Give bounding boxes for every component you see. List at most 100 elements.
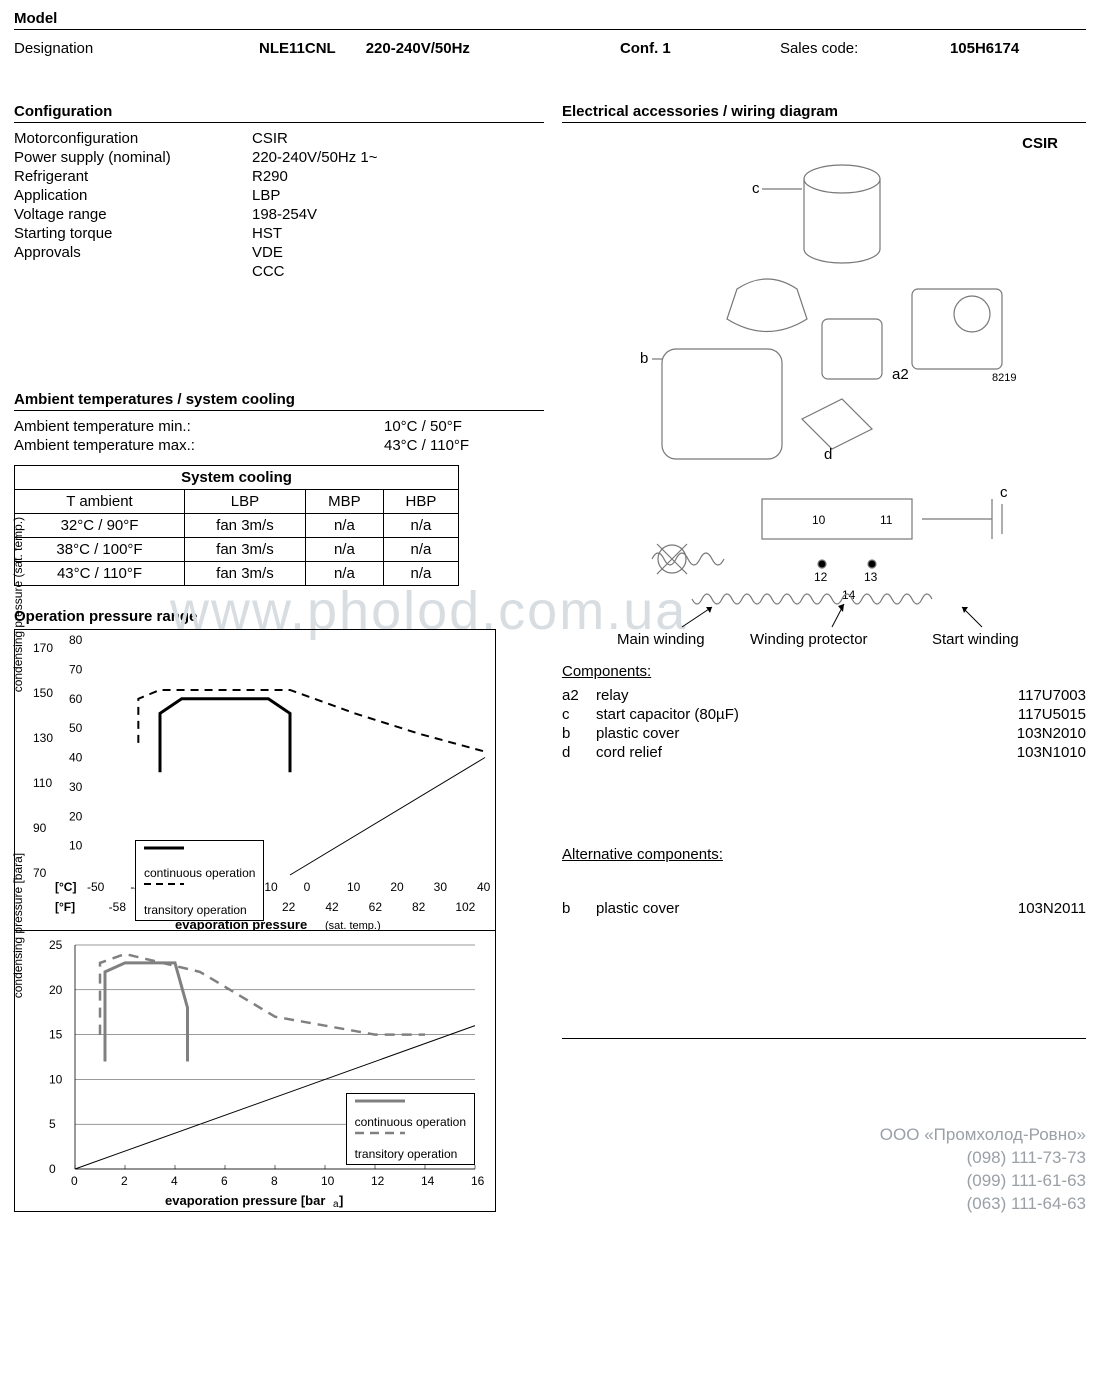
svg-text:0: 0 [49,1162,56,1176]
cooling-header: HBP [383,490,458,514]
legend-trans-1: transitory operation [144,903,247,917]
config-key: Voltage range [14,206,252,223]
svg-text:90: 90 [33,821,47,835]
svg-text:42: 42 [325,900,339,914]
chart2-legend: continuous operation transitory operatio… [346,1093,475,1165]
svg-text:130: 130 [33,731,53,745]
svg-text:Winding protector: Winding protector [750,631,868,648]
ambient-title: Ambient temperatures / system cooling [14,391,544,411]
svg-text:0: 0 [71,1174,78,1188]
cooling-cell: n/a [383,514,458,538]
svg-text:4: 4 [171,1174,178,1188]
chart2-ylabel: condensing pressure [bara] [11,853,25,998]
right-divider [562,1038,1086,1039]
configuration-title: Configuration [14,103,544,123]
cooling-cell: fan 3m/s [185,562,306,586]
ambient-key: Ambient temperature min.: [14,418,384,435]
svg-text:2: 2 [121,1174,128,1188]
svg-text:evaporation pressure [bar: evaporation pressure [bar [165,1193,325,1208]
wiring-title: Electrical accessories / wiring diagram [562,103,1086,123]
svg-text:13: 13 [864,570,878,584]
model-conf: Conf. 1 [620,40,770,57]
comp-code: 103N2011 [986,900,1086,917]
config-key [14,263,252,280]
chart-temp: condensing pressure (sat. temp.) 1701501… [14,629,496,931]
config-key: Starting torque [14,225,252,242]
sales-code-label: Sales code: [780,40,950,57]
config-val: R290 [252,168,288,185]
svg-text:c: c [1000,484,1008,501]
svg-text:12: 12 [371,1174,385,1188]
cooling-header: MBP [305,490,383,514]
components-title: Components: [562,663,1086,680]
svg-text:170: 170 [33,641,53,655]
svg-text:10: 10 [347,880,361,894]
svg-text:40: 40 [477,880,491,894]
comp-name: relay [596,687,986,704]
svg-text:(sat. temp.): (sat. temp.) [325,920,381,930]
wiring-diagram: CSIR c b a2 8219 [562,129,1062,649]
svg-text:11: 11 [880,513,893,527]
svg-text:]: ] [339,1193,343,1208]
chart1-ylabel: condensing pressure (sat. temp.) [11,517,25,692]
svg-text:14: 14 [421,1174,435,1188]
cooling-cell: fan 3m/s [185,514,306,538]
svg-text:70: 70 [33,866,47,880]
svg-text:20: 20 [390,880,404,894]
svg-text:60: 60 [69,692,83,706]
pressure-title: Operation pressure range [14,608,544,625]
csir-label: CSIR [1022,135,1058,152]
svg-text:-58: -58 [109,900,127,914]
svg-text:10: 10 [69,839,83,853]
config-val: 220-240V/50Hz 1~ [252,149,378,166]
ambient-val: 10°C / 50°F [384,418,462,435]
chart-bara: condensing pressure [bara] 0510152025024… [14,931,496,1212]
model-row: Designation NLE11CNL 220-240V/50Hz Conf.… [14,36,1086,67]
svg-text:12: 12 [814,570,828,584]
cooling-table: System cooling T ambientLBPMBPHBP 32°C /… [14,465,459,586]
svg-text:150: 150 [33,686,53,700]
footer-contact: ООО «Промхолод-Ровно» (098) 111-73-73 (0… [880,1124,1086,1216]
model-voltage: 220-240V/50Hz [366,40,470,57]
footer-company: ООО «Промхолод-Ровно» [880,1124,1086,1147]
svg-text:a2: a2 [892,366,909,383]
svg-text:110: 110 [33,776,52,790]
svg-text:c: c [752,180,760,197]
alt-components-list: bplastic cover103N2011 [562,899,1086,918]
svg-text:62: 62 [369,900,383,914]
config-key: Application [14,187,252,204]
svg-text:Main winding: Main winding [617,631,705,648]
cooling-cell: 43°C / 110°F [15,562,185,586]
legend-cont-1: continuous operation [144,866,255,880]
comp-id: a2 [562,687,596,704]
svg-text:d: d [824,446,832,463]
cooling-caption: System cooling [15,466,459,490]
config-key: Refrigerant [14,168,252,185]
comp-code: 117U5015 [986,706,1086,723]
svg-text:80: 80 [69,633,83,647]
config-val: CCC [252,263,285,280]
svg-text:-50: -50 [87,880,105,894]
comp-code: 103N2010 [986,725,1086,742]
svg-text:30: 30 [434,880,448,894]
chart1-legend: continuous operation transitory operatio… [135,840,264,921]
svg-text:16: 16 [471,1174,485,1188]
svg-text:0: 0 [304,880,311,894]
cooling-cell: n/a [305,514,383,538]
comp-name: cord relief [596,744,986,761]
svg-text:70: 70 [69,662,83,676]
svg-text:40: 40 [69,751,83,765]
footer-phone-1: (098) 111-73-73 [880,1147,1086,1170]
config-key: Power supply (nominal) [14,149,252,166]
comp-id: c [562,706,596,723]
comp-id: b [562,900,596,917]
svg-text:82: 82 [412,900,426,914]
cooling-cell: 32°C / 90°F [15,514,185,538]
svg-text:8: 8 [271,1174,278,1188]
footer-phone-3: (063) 111-64-63 [880,1193,1086,1216]
footer-phone-2: (099) 111-61-63 [880,1170,1086,1193]
designation-label: Designation [14,40,259,57]
comp-code: 117U7003 [986,687,1086,704]
legend-trans-2: transitory operation [355,1147,458,1161]
comp-name: plastic cover [596,725,986,742]
